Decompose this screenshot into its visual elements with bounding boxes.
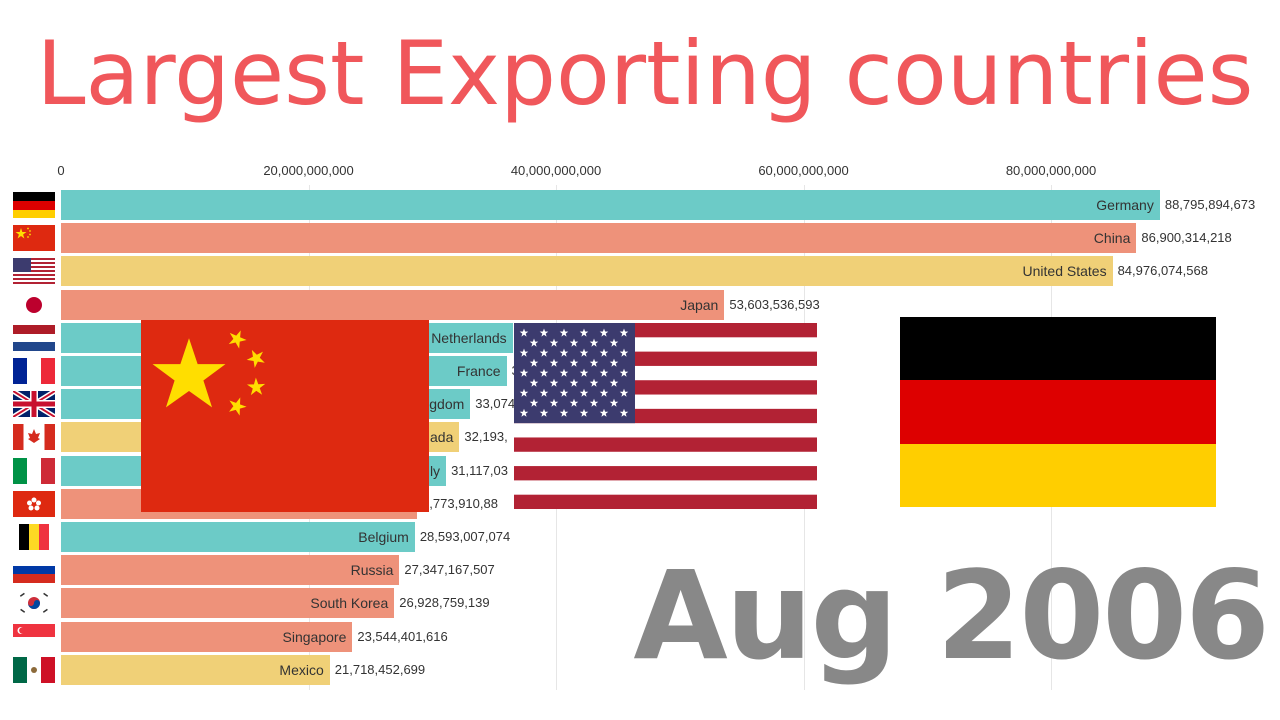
bar-row: Mexico 21,718,452,699: [0, 654, 1280, 685]
value-label: 31,117,03: [451, 462, 508, 478]
bar-row: Belgium 28,593,007,074: [0, 522, 1280, 552]
bar-row: Singapore 23,544,401,616: [0, 621, 1280, 652]
value-label: 88,795,894,673: [1164, 197, 1256, 212]
country-label: Germany: [1096, 197, 1154, 213]
belgium-flag-icon: [13, 524, 55, 550]
chart-title: Largest Exporting countries: [36, 22, 1254, 125]
bar-row: China 86,900,314,218: [0, 223, 1280, 254]
bar: Mexico: [61, 654, 330, 685]
value-label: 32,193,: [464, 429, 508, 445]
value-label: 27,347,167,507: [404, 562, 495, 578]
bar: United States: [61, 256, 1113, 287]
value-label: 86,900,314,218: [1141, 230, 1232, 246]
axis-tick-label: 80,000,000,000: [1005, 163, 1097, 178]
usa-flag-icon: [13, 258, 55, 285]
canada-flag-icon: [13, 424, 55, 451]
bar: Germany: [61, 190, 1160, 220]
value-label: 21,718,452,699: [334, 661, 426, 677]
value-label: 53,603,536,593: [729, 296, 820, 312]
value-label: 28,593,007,074: [419, 529, 511, 544]
country-label: Singapore: [282, 628, 347, 645]
country-label: ly: [429, 462, 441, 479]
value-label: 26,928,759,139: [399, 595, 490, 611]
bar-row: United States 84,976,074,568: [0, 256, 1280, 287]
value-label: 23,544,401,616: [357, 628, 448, 644]
germany-flag-overlay: [900, 317, 1216, 507]
country-label: Belgium: [358, 529, 409, 545]
country-label: United States: [1022, 263, 1107, 280]
china-flag-icon: [13, 225, 55, 252]
south-korea-flag-icon: [13, 590, 55, 617]
axis-tick-label: 40,000,000,000: [510, 163, 602, 178]
date-label: Aug 2006: [633, 545, 1270, 687]
country-label: France: [456, 363, 501, 379]
bar-row: Japan 53,603,536,593: [0, 289, 1280, 320]
axis-tick-label: 0: [57, 163, 65, 178]
singapore-flag-icon: [13, 623, 55, 650]
bar: China: [61, 223, 1137, 254]
country-label: Japan: [680, 296, 719, 313]
china-flag-overlay: [141, 320, 429, 512]
uk-flag-icon: [13, 391, 55, 418]
hong-kong-flag-icon: [13, 490, 55, 517]
bar: South Korea: [61, 588, 395, 619]
country-label: ada: [430, 429, 454, 446]
bar-row: Germany 88,795,894,673: [0, 190, 1280, 220]
italy-flag-icon: [13, 457, 55, 484]
country-label: Netherlands: [431, 329, 507, 346]
bar: Singapore: [61, 621, 353, 652]
axis-tick-label: 20,000,000,000: [263, 163, 354, 178]
country-label: Russia: [350, 562, 394, 579]
country-label: Mexico: [279, 661, 324, 678]
value-label: 33,074: [475, 396, 516, 412]
axis-tick-label: 60,000,000,000: [758, 163, 849, 178]
germany-flag-icon: [13, 192, 55, 218]
value-label: 8,773,910,88: [422, 495, 498, 511]
usa-flag-overlay: [514, 323, 817, 509]
japan-flag-icon: [13, 291, 55, 318]
netherlands-flag-icon: [13, 324, 55, 351]
bar: Belgium: [61, 522, 415, 552]
value-label: 84,976,074,568: [1117, 263, 1208, 279]
bar: Japan: [61, 289, 725, 320]
russia-flag-icon: [13, 557, 55, 584]
france-flag-icon: [13, 358, 55, 384]
country-label: South Korea: [310, 595, 389, 612]
country-label: gdom: [429, 396, 465, 413]
mexico-flag-icon: [13, 656, 55, 683]
bar: Russia: [61, 555, 400, 586]
bar-row: South Korea 26,928,759,139: [0, 588, 1280, 619]
bar-row: Russia 27,347,167,507: [0, 555, 1280, 586]
country-label: China: [1093, 230, 1131, 247]
